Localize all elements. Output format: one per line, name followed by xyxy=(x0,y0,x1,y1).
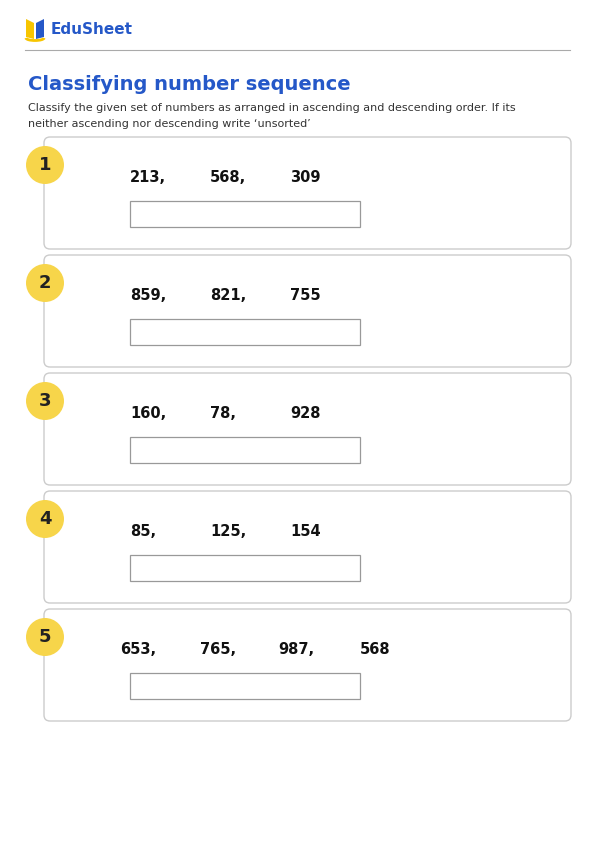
Text: 859,: 859, xyxy=(130,287,166,302)
FancyBboxPatch shape xyxy=(130,555,360,581)
Text: 4: 4 xyxy=(39,510,51,528)
Text: 755: 755 xyxy=(290,287,321,302)
Circle shape xyxy=(26,618,64,656)
FancyBboxPatch shape xyxy=(44,491,571,603)
FancyBboxPatch shape xyxy=(130,437,360,463)
FancyBboxPatch shape xyxy=(44,373,571,485)
Text: EduSheet: EduSheet xyxy=(51,22,133,36)
Circle shape xyxy=(26,382,64,420)
Polygon shape xyxy=(26,19,34,39)
Text: 154: 154 xyxy=(290,524,321,539)
FancyBboxPatch shape xyxy=(130,201,360,227)
FancyBboxPatch shape xyxy=(130,319,360,345)
Text: 3: 3 xyxy=(39,392,51,410)
Circle shape xyxy=(26,264,64,302)
Text: Classify the given set of numbers as arranged in ascending and descending order.: Classify the given set of numbers as arr… xyxy=(28,103,516,129)
Text: 309: 309 xyxy=(290,169,321,184)
Text: 2: 2 xyxy=(39,274,51,292)
Text: 568,: 568, xyxy=(210,169,246,184)
Text: 568: 568 xyxy=(360,642,391,657)
Text: Classifying number sequence: Classifying number sequence xyxy=(28,75,350,94)
Circle shape xyxy=(26,500,64,538)
Text: 821,: 821, xyxy=(210,287,246,302)
Text: 85,: 85, xyxy=(130,524,156,539)
Text: 213,: 213, xyxy=(130,169,166,184)
Text: 160,: 160, xyxy=(130,406,166,420)
Text: 987,: 987, xyxy=(278,642,314,657)
Text: 765,: 765, xyxy=(200,642,236,657)
Text: 78,: 78, xyxy=(210,406,236,420)
Polygon shape xyxy=(36,19,44,39)
FancyBboxPatch shape xyxy=(44,255,571,367)
Text: 653,: 653, xyxy=(120,642,156,657)
Circle shape xyxy=(26,146,64,184)
FancyBboxPatch shape xyxy=(130,673,360,699)
FancyBboxPatch shape xyxy=(44,137,571,249)
Text: 1: 1 xyxy=(39,156,51,174)
Text: 125,: 125, xyxy=(210,524,246,539)
Text: 928: 928 xyxy=(290,406,321,420)
FancyBboxPatch shape xyxy=(44,609,571,721)
Text: 5: 5 xyxy=(39,628,51,646)
